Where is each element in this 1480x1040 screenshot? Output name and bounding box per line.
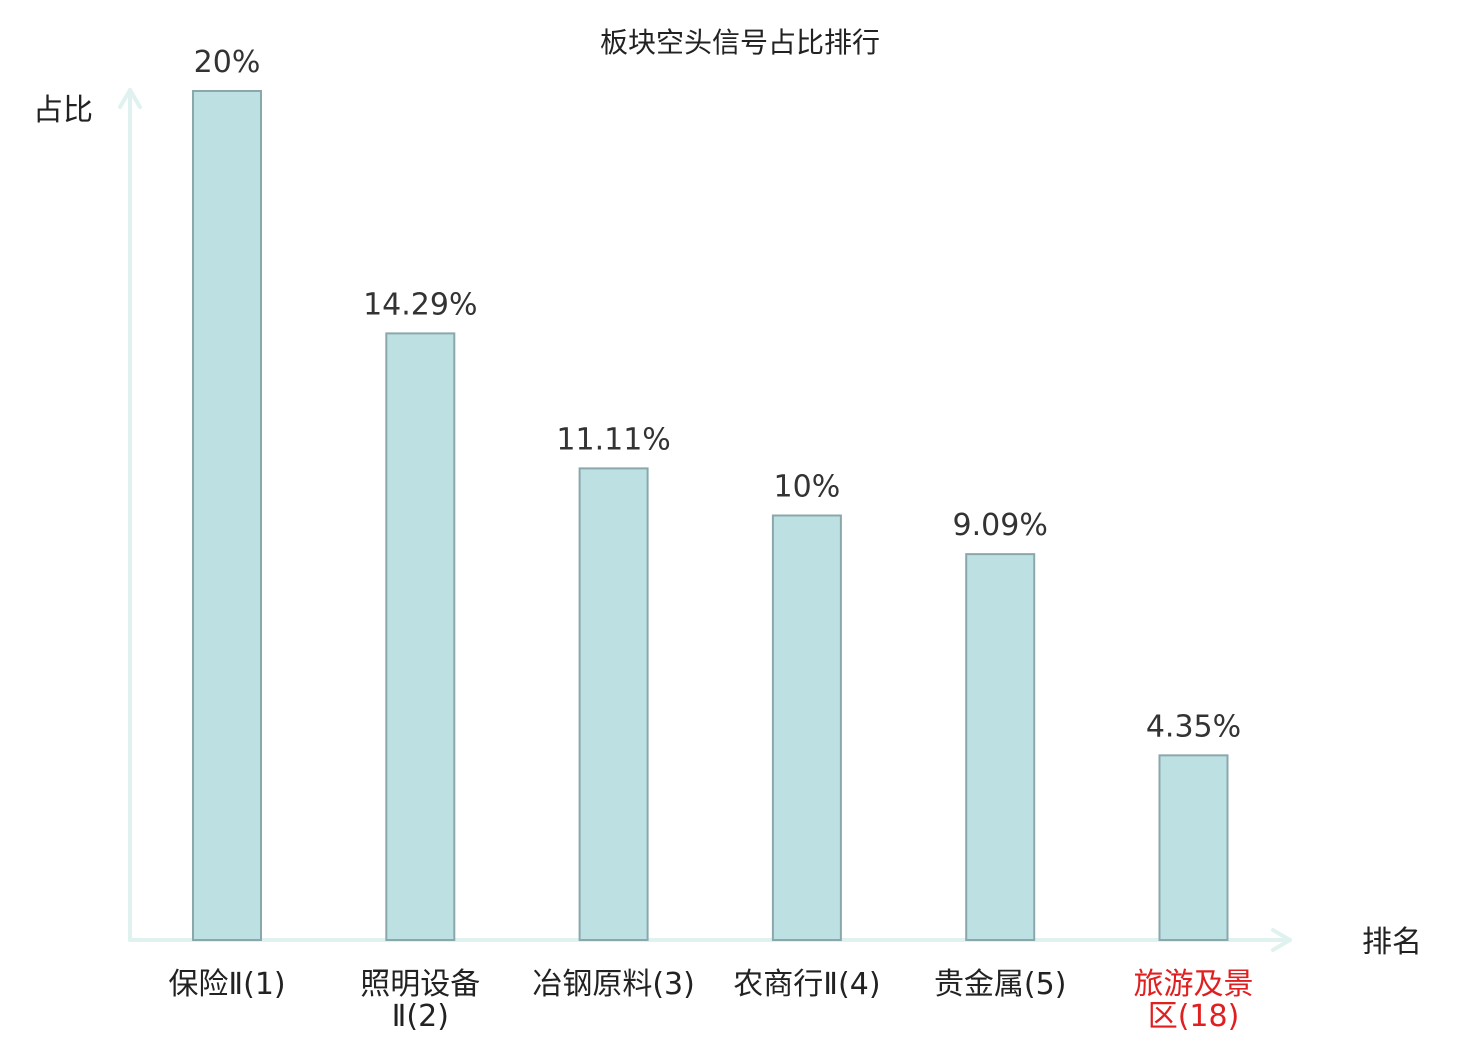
bar — [578, 467, 649, 941]
bars-group — [192, 90, 1229, 942]
chart-title: 板块空头信号占比排行 — [600, 26, 880, 59]
x-tick-label: 贵金属(5) — [934, 967, 1067, 1002]
y-axis-arrowhead — [118, 88, 142, 109]
bar — [385, 332, 456, 941]
axes — [118, 88, 1292, 952]
bar-value-label: 10% — [774, 470, 841, 505]
x-axis-arrowhead — [1271, 928, 1292, 952]
bar — [192, 90, 262, 941]
y-axis-label: 占比 — [33, 93, 93, 128]
bar-value-label: 20% — [194, 45, 261, 80]
x-tick-label: 照明设备 — [360, 967, 480, 1002]
x-axis-label: 排名 — [1362, 925, 1422, 960]
bar-value-label: 11.11% — [556, 422, 670, 457]
bar-value-label: 14.29% — [363, 287, 477, 322]
x-tick-label: 旅游及景 — [1134, 967, 1254, 1002]
x-tick-label: 冶钢原料(3) — [532, 967, 695, 1002]
bar-value-label: 4.35% — [1146, 709, 1241, 744]
bar — [771, 514, 842, 941]
x-tick-label: 保险Ⅱ(1) — [168, 967, 285, 1002]
x-tick-label: Ⅱ(2) — [392, 999, 449, 1034]
x-tick-label: 区(18) — [1148, 999, 1240, 1034]
bar — [965, 553, 1036, 942]
bar — [1158, 754, 1229, 942]
x-tick-label: 农商行Ⅱ(4) — [733, 967, 880, 1002]
bar-value-label: 9.09% — [953, 508, 1048, 543]
value-labels-group: 20% 14.29% 11.11% 10% 9.09% 4.35% — [194, 45, 1242, 744]
